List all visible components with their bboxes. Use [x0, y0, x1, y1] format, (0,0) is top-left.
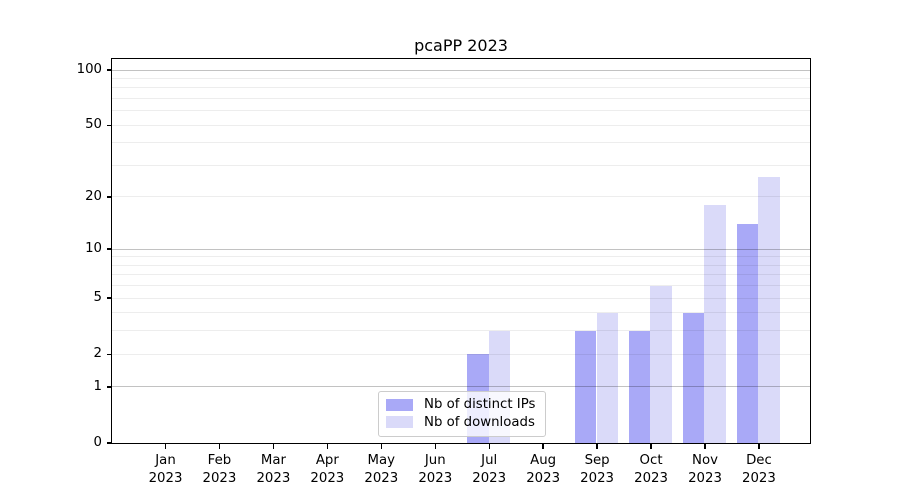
- legend-item-distinct-ips: Nb of distinct IPs: [379, 396, 545, 414]
- gridline-minor-2: [112, 353, 810, 355]
- gridline-major-100: [112, 69, 810, 71]
- y-tick-label-0: 0: [93, 435, 102, 450]
- y-tick-1: [107, 386, 112, 388]
- plot-area: 0 1 2 5 10 20 50 100 Jan 2023 Feb 2023 Mar 2023 Apr 202…: [77, 58, 811, 486]
- x-tick-year-aug: 2023: [526, 470, 561, 486]
- y-tick-label-2: 2: [93, 346, 102, 362]
- x-tick-jan: [164, 443, 167, 449]
- x-tick-label-sep: Sep 2023: [565, 452, 629, 487]
- gridline-minor-60: [112, 110, 810, 112]
- legend-swatch-distinct-ips: [386, 398, 413, 411]
- gridline-minor-9: [112, 256, 810, 258]
- bar-ips-oct: [629, 330, 651, 443]
- x-tick-label-feb: Feb 2023: [187, 452, 251, 487]
- x-tick-label-jul: Jul 2023: [457, 452, 521, 487]
- gridline-minor-5: [112, 297, 810, 299]
- x-tick-label-aug: Aug 2023: [511, 452, 575, 487]
- bar-downloads-nov: [704, 205, 726, 443]
- gridline-minor-8: [112, 264, 810, 266]
- legend: Nb of distinct IPs Nb of downloads: [378, 391, 546, 437]
- x-tick-label-dec: Dec 2023: [727, 452, 791, 487]
- y-tick-50: [107, 124, 112, 126]
- x-tick-year-may: 2023: [364, 470, 399, 486]
- x-tick-label-nov: Nov 2023: [673, 452, 737, 487]
- gridline-minor-4: [112, 312, 810, 314]
- y-tick-5: [107, 297, 112, 299]
- bar-ips-dec: [736, 224, 759, 443]
- bar-downloads-sep: [596, 312, 618, 443]
- x-tick-label-mar: Mar 2023: [241, 452, 305, 487]
- gridline-minor-20: [112, 196, 810, 198]
- gridline-minor-70: [112, 97, 810, 99]
- x-tick-label-jun: Jun 2023: [403, 452, 467, 487]
- y-tick-label-20: 20: [85, 188, 102, 204]
- x-tick-may: [380, 443, 382, 449]
- gridline-minor-3: [112, 330, 810, 332]
- gridline-minor-6: [112, 285, 810, 287]
- y-tick-20: [107, 196, 112, 198]
- gridline-minor-50: [112, 124, 810, 126]
- legend-swatch-downloads: [386, 416, 413, 429]
- x-tick-label-jan: Jan 2023: [134, 452, 198, 487]
- y-tick-label-50: 50: [85, 117, 102, 133]
- legend-item-downloads: Nb of downloads: [379, 414, 545, 432]
- y-tick-0: [107, 442, 112, 444]
- y-tick-label-100: 100: [76, 62, 102, 77]
- legend-label-distinct-ips: Nb of distinct IPs: [424, 397, 536, 413]
- legend-label-downloads: Nb of downloads: [424, 414, 535, 430]
- x-tick-jul: [488, 443, 490, 449]
- x-tick-year-sep: 2023: [580, 470, 615, 486]
- gridline-major-10: [112, 248, 810, 250]
- gridline-minor-40: [112, 142, 810, 144]
- x-tick-year-jul: 2023: [472, 470, 507, 486]
- x-tick-apr: [326, 443, 329, 449]
- y-tick-label-5: 5: [93, 290, 102, 306]
- gridline-minor-90: [112, 77, 810, 79]
- y-tick-10: [107, 248, 112, 250]
- gridline-minor-30: [112, 164, 810, 166]
- y-tick-label-1: 1: [93, 378, 102, 394]
- x-tick-year-nov: 2023: [688, 470, 722, 486]
- gridline-minor-7: [112, 274, 810, 276]
- x-tick-year-mar: 2023: [256, 470, 291, 486]
- chart-title: pcaPP 2023: [414, 36, 508, 55]
- x-tick-year-apr: 2023: [310, 470, 345, 486]
- x-tick-nov: [704, 443, 706, 449]
- x-tick-year-feb: 2023: [202, 470, 237, 486]
- x-tick-year-jun: 2023: [418, 470, 453, 486]
- gridline-major-1: [112, 386, 810, 388]
- y-tick-100: [107, 69, 112, 71]
- x-tick-label-may: May 2023: [349, 452, 413, 487]
- gridline-minor-80: [112, 87, 810, 89]
- bar-downloads-oct: [650, 285, 672, 443]
- x-tick-feb: [218, 443, 221, 449]
- x-tick-year-oct: 2023: [634, 470, 668, 486]
- bar-ips-nov: [683, 312, 705, 443]
- bar-downloads-dec: [758, 176, 780, 443]
- x-tick-jun: [434, 443, 436, 449]
- y-tick-2: [107, 353, 112, 355]
- y-tick-label-10: 10: [85, 241, 102, 257]
- x-tick-dec: [758, 443, 760, 449]
- x-tick-oct: [650, 443, 652, 449]
- x-tick-year-jan: 2023: [148, 470, 183, 486]
- x-tick-year-dec: 2023: [742, 470, 776, 486]
- bar-ips-sep: [575, 330, 597, 443]
- x-tick-sep: [596, 443, 598, 449]
- x-tick-label-apr: Apr 2023: [295, 452, 359, 487]
- x-tick-aug: [542, 443, 544, 449]
- x-tick-label-oct: Oct 2023: [619, 452, 683, 487]
- x-tick-mar: [272, 443, 275, 449]
